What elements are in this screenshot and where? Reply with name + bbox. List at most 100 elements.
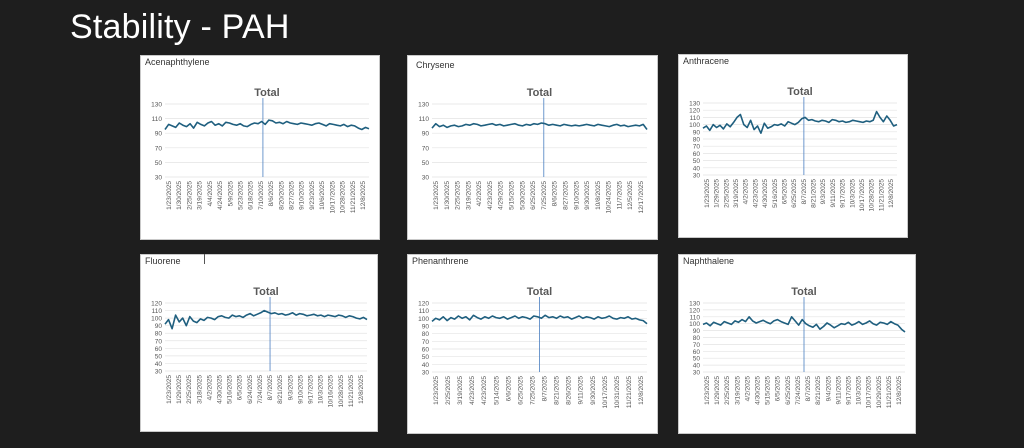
x-tick-label: 10/3/2025 bbox=[318, 375, 325, 404]
y-tick-label: 40 bbox=[693, 165, 701, 172]
y-tick-label: 30 bbox=[693, 173, 701, 180]
x-tick-label: 9/3/2025 bbox=[287, 375, 294, 401]
x-tick-label: 10/17/2025 bbox=[859, 179, 866, 212]
panel-label: Anthracene bbox=[683, 56, 730, 66]
x-tick-label: 9/30/2025 bbox=[590, 376, 597, 405]
series-line bbox=[702, 110, 898, 134]
x-tick-label: 1/23/2025 bbox=[704, 179, 711, 208]
y-tick-label: 90 bbox=[422, 324, 430, 331]
y-tick-label: 50 bbox=[693, 158, 701, 165]
x-tick-label: 4/23/2025 bbox=[481, 376, 488, 405]
x-tick-label: 1/23/2025 bbox=[433, 181, 440, 210]
x-tick-label: 1/29/2025 bbox=[714, 179, 721, 208]
x-tick-label: 10/3/2025 bbox=[849, 179, 856, 208]
panel-label: Phenanthrene bbox=[412, 256, 469, 266]
x-tick-label: 11/21/2025 bbox=[350, 181, 357, 213]
x-tick-label: 12/17/2025 bbox=[638, 181, 645, 214]
x-tick-label: 10/17/2025 bbox=[602, 376, 609, 409]
y-tick-label: 100 bbox=[151, 316, 162, 323]
x-tick-label: 8/21/2025 bbox=[277, 375, 284, 404]
x-tick-label: 4/23/2025 bbox=[752, 179, 759, 208]
x-tick-label: 1/23/2025 bbox=[166, 181, 173, 210]
x-tick-label: 7/24/2025 bbox=[257, 375, 264, 404]
x-tick-label: 9/11/2025 bbox=[835, 376, 842, 405]
chart-title: Total bbox=[527, 87, 552, 99]
series-line bbox=[164, 119, 370, 131]
chart-title: Total bbox=[527, 286, 552, 298]
x-tick-label: 10/28/2025 bbox=[338, 375, 345, 408]
y-tick-label: 110 bbox=[690, 314, 701, 321]
x-tick-label: 4/4/2025 bbox=[207, 181, 214, 207]
y-tick-label: 90 bbox=[422, 131, 430, 138]
panel-label: Fluorene bbox=[145, 256, 181, 266]
x-tick-label: 9/10/2025 bbox=[297, 375, 304, 404]
x-tick-label: 1/23/2025 bbox=[166, 375, 173, 404]
x-tick-label: 9/17/2025 bbox=[840, 179, 847, 208]
y-tick-label: 80 bbox=[155, 331, 163, 338]
chart-panel-fluorene: Fluorene Total 30 40 50 60 70 80 90 100 110 120 1/2… bbox=[140, 254, 378, 432]
x-tick-label: 9/3/2025 bbox=[820, 179, 827, 205]
x-tick-label: 9/30/2025 bbox=[584, 181, 591, 210]
x-tick-label: 2/25/2025 bbox=[445, 376, 452, 405]
x-tick-label: 9/10/2025 bbox=[573, 181, 580, 210]
x-tick-label: 4/23/2025 bbox=[487, 181, 494, 210]
y-tick-label: 90 bbox=[155, 323, 163, 330]
series-line bbox=[431, 122, 648, 130]
x-tick-label: 3/19/2025 bbox=[465, 181, 472, 210]
x-tick-label: 8/27/2025 bbox=[562, 181, 569, 210]
x-tick-label: 8/26/2025 bbox=[566, 376, 573, 405]
x-tick-label: 10/28/2025 bbox=[340, 181, 347, 214]
y-tick-label: 50 bbox=[422, 354, 430, 361]
y-tick-label: 70 bbox=[422, 145, 430, 152]
y-tick-label: 70 bbox=[693, 144, 701, 151]
x-tick-label: 4/30/2025 bbox=[217, 375, 224, 404]
x-tick-label: 9/4/2025 bbox=[825, 376, 832, 402]
x-tick-label: 1/23/2025 bbox=[704, 376, 711, 405]
chart-title: Total bbox=[791, 286, 816, 298]
x-tick-label: 8/27/2025 bbox=[289, 181, 296, 210]
x-tick-label: 10/24/2025 bbox=[606, 181, 613, 214]
x-tick-label: 9/17/2025 bbox=[845, 376, 852, 405]
chart-panel-anthracene: Anthracene Total 30 40 50 60 70 80 90 100 110 120 1… bbox=[678, 54, 908, 238]
x-tick-label: 4/30/2025 bbox=[762, 179, 769, 208]
x-tick-label: 12/8/2025 bbox=[358, 375, 365, 404]
x-tick-label: 3/19/2025 bbox=[734, 376, 741, 405]
x-tick-label: 5/23/2025 bbox=[237, 181, 244, 210]
x-tick-label: 11/21/2025 bbox=[626, 376, 633, 408]
x-tick-label: 5/16/2025 bbox=[772, 179, 779, 208]
panel-label: Naphthalene bbox=[683, 256, 735, 266]
x-tick-label: 1/30/2025 bbox=[444, 181, 451, 210]
x-tick-label: 11/21/2025 bbox=[348, 375, 355, 407]
x-tick-label: 8/7/2025 bbox=[805, 376, 812, 402]
x-tick-label: 10/29/2025 bbox=[876, 376, 883, 409]
x-tick-label: 5/15/2025 bbox=[509, 181, 516, 210]
x-tick-label: 4/2/2025 bbox=[743, 179, 750, 205]
y-tick-label: 110 bbox=[690, 115, 701, 122]
y-tick-label: 70 bbox=[693, 342, 701, 349]
x-tick-label: 10/17/2025 bbox=[866, 376, 873, 409]
x-tick-label: 5/16/2025 bbox=[227, 375, 234, 404]
series-line bbox=[164, 309, 368, 330]
x-tick-label: 12/8/2025 bbox=[896, 376, 903, 405]
y-tick-label: 80 bbox=[422, 331, 430, 338]
x-tick-label: 6/18/2025 bbox=[248, 181, 255, 210]
y-tick-label: 30 bbox=[155, 369, 163, 376]
x-tick-label: 10/6/2025 bbox=[319, 181, 326, 210]
x-tick-label: 8/7/2025 bbox=[542, 376, 549, 402]
y-tick-label: 130 bbox=[689, 301, 700, 308]
x-tick-label: 7/10/2025 bbox=[258, 181, 265, 210]
y-tick-label: 30 bbox=[422, 175, 430, 182]
chart-panel-chrysene: Chrysene Total 30 50 70 90 110 130 1/23/2025 1/3… bbox=[407, 55, 658, 240]
x-tick-label: 9/17/2025 bbox=[307, 375, 314, 404]
x-tick-label: 11/21/2025 bbox=[886, 376, 893, 408]
x-tick-label: 1/29/2025 bbox=[714, 376, 721, 405]
y-tick-label: 110 bbox=[152, 308, 163, 315]
x-tick-label: 8/6/2025 bbox=[552, 181, 559, 207]
y-tick-label: 100 bbox=[689, 122, 700, 129]
y-tick-label: 30 bbox=[422, 370, 430, 377]
x-tick-label: 1/23/2025 bbox=[433, 376, 440, 405]
y-tick-label: 130 bbox=[418, 102, 429, 109]
y-tick-label: 30 bbox=[155, 175, 163, 182]
